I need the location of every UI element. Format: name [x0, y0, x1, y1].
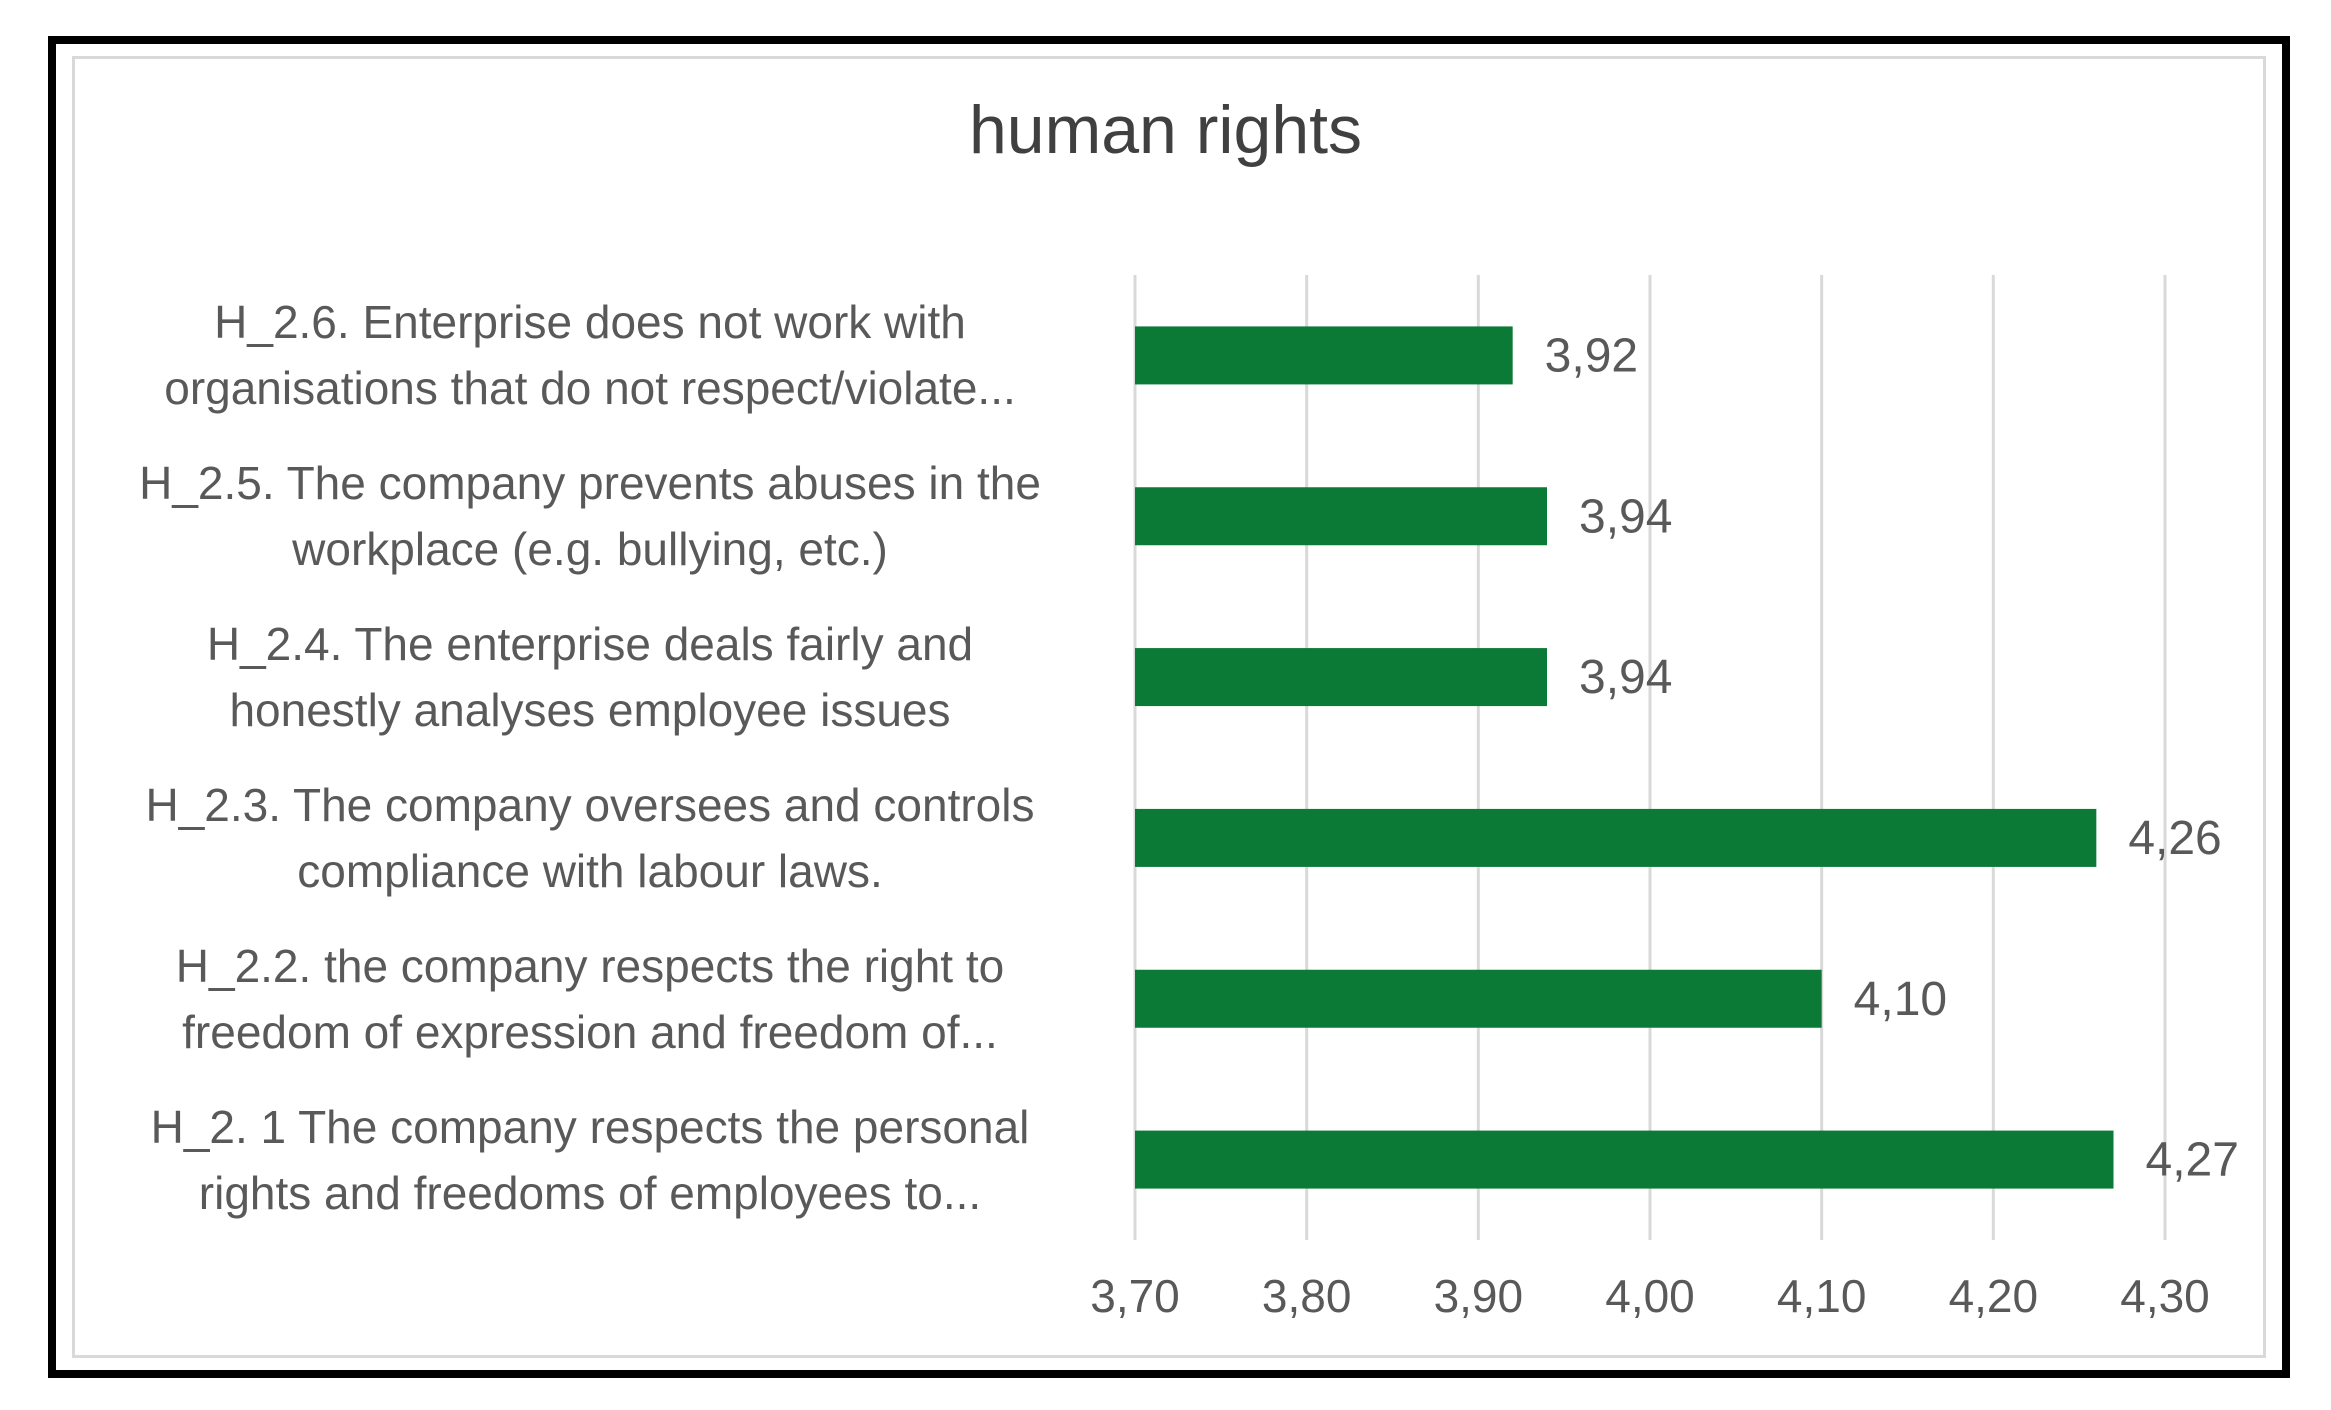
- bar: [1135, 648, 1547, 707]
- bar: [1135, 808, 2097, 867]
- category-label: H_2.3. The company oversees and controls…: [80, 772, 1100, 904]
- x-tick-label: 3,90: [1434, 1270, 1524, 1322]
- x-tick-label: 3,70: [1090, 1270, 1180, 1322]
- data-label: 3,94: [1579, 490, 1672, 543]
- x-axis-ticks: 3,70 3,80 3,90 4,00 4,10 4,20 4,30: [1090, 1270, 2210, 1322]
- category-label-line: H_2.4. The enterprise deals fairly and: [206, 618, 974, 671]
- data-label: 4,27: [2146, 1134, 2239, 1187]
- x-tick-label: 4,20: [1949, 1270, 2039, 1322]
- category-label-line: H_2.6. Enterprise does not work with: [214, 296, 966, 349]
- data-label: 3,94: [1579, 651, 1672, 704]
- category-label: H_2.6. Enterprise does not work with org…: [80, 289, 1100, 421]
- x-tick-label: 3,80: [1262, 1270, 1352, 1322]
- category-label-line: freedom of expression and freedom of...: [182, 1005, 998, 1058]
- data-label: 3,92: [1545, 329, 1638, 382]
- bar: [1135, 487, 1547, 546]
- category-label-line: rights and freedoms of employees to...: [198, 1166, 982, 1219]
- category-label: H_2.4. The enterprise deals fairly and h…: [80, 611, 1100, 743]
- data-label: 4,10: [1854, 973, 1947, 1026]
- category-label: H_2. 1 The company respects the personal…: [80, 1094, 1100, 1226]
- bars: [1135, 326, 2114, 1189]
- category-label-line: H_2. 1 The company respects the personal: [150, 1100, 1030, 1153]
- data-label: 4,26: [2128, 812, 2221, 865]
- category-label: H_2.5. The company prevents abuses in th…: [80, 450, 1100, 582]
- x-tick-label: 4,30: [2120, 1270, 2210, 1322]
- category-label-line: workplace (e.g. bullying, etc.): [292, 523, 888, 576]
- category-label-line: honestly analyses employee issues: [229, 684, 951, 737]
- gridlines: [1133, 275, 2167, 1240]
- category-label-line: H_2.3. The company oversees and controls: [145, 778, 1035, 831]
- category-label-line: compliance with labour laws.: [297, 844, 883, 897]
- chart-area-border: [72, 56, 2266, 1358]
- category-label: H_2.2. the company respects the right to…: [80, 933, 1100, 1065]
- category-label-line: H_2.2. the company respects the right to: [175, 939, 1005, 992]
- x-tick-label: 4,10: [1777, 1270, 1867, 1322]
- bar: [1135, 969, 1822, 1028]
- bar: [1135, 1130, 2114, 1189]
- category-label-line: organisations that do not respect/violat…: [164, 362, 1016, 415]
- chart-title: human rights: [968, 92, 1363, 168]
- x-tick-label: 4,00: [1605, 1270, 1695, 1322]
- bar: [1135, 326, 1513, 385]
- category-label-line: H_2.5. The company prevents abuses in th…: [139, 457, 1041, 510]
- value-labels: 3,92 3,94 3,94 4,26 4,10 4,27: [1545, 329, 2239, 1186]
